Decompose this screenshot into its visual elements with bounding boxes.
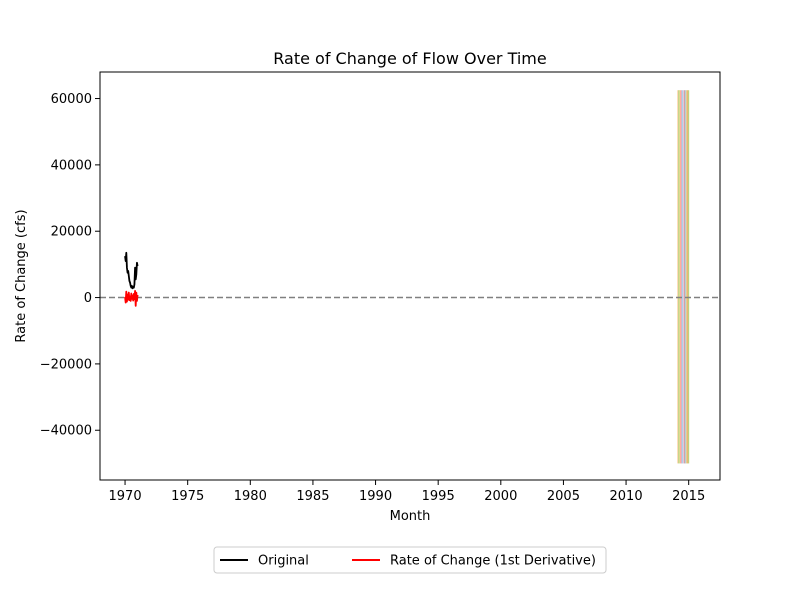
plot-area: 1970 1975 1980 1985 1990 1995 2000 2005 2010 2015… — [40, 71, 721, 504]
legend-label-original: Original — [258, 554, 309, 569]
y-tick-label: −20000 — [40, 357, 92, 372]
y-tick-label: 40000 — [51, 158, 92, 173]
x-tick-label: 1970 — [109, 489, 142, 504]
legend: Original Rate of Change (1st Derivative) — [213, 546, 607, 574]
legend-label-rate-of-change: Rate of Change (1st Derivative) — [390, 554, 596, 569]
y-tick-label: 0 — [84, 291, 92, 306]
vertical-band — [677, 90, 679, 464]
x-tick-label: 2000 — [484, 489, 517, 504]
x-tick-label: 2015 — [672, 489, 705, 504]
y-tick-label: −40000 — [40, 424, 92, 439]
series-line-rate-of-change — [124, 290, 139, 307]
vertical-band — [687, 90, 690, 464]
vertical-band — [679, 90, 681, 464]
chart-title: Rate of Change of Flow Over Time — [273, 49, 546, 68]
axes-frame — [99, 71, 721, 481]
vertical-band — [684, 90, 687, 464]
vertical-band — [682, 90, 684, 464]
y-tick-label: 20000 — [51, 225, 92, 240]
y-tick-label: 60000 — [51, 92, 92, 107]
vertical-band — [683, 90, 685, 464]
vertical-band — [683, 90, 686, 464]
legend-frame — [213, 546, 607, 574]
x-tick-label: 1990 — [359, 489, 392, 504]
x-tick-label: 1980 — [234, 489, 267, 504]
x-tick-label: 1975 — [171, 489, 204, 504]
x-tick-label: 1995 — [422, 489, 455, 504]
x-tick-label: 2010 — [610, 489, 643, 504]
vertical-band — [678, 90, 680, 464]
series-line-original — [124, 251, 139, 290]
vertical-band — [686, 90, 689, 464]
x-tick-label: 1985 — [296, 489, 329, 504]
vertical-band — [681, 90, 683, 464]
vertical-band — [680, 90, 682, 464]
y-axis-label: Rate of Change (cfs) — [14, 209, 29, 342]
x-axis-label: Month — [390, 509, 431, 524]
vertical-band — [685, 90, 688, 464]
x-tick-label: 2005 — [547, 489, 580, 504]
